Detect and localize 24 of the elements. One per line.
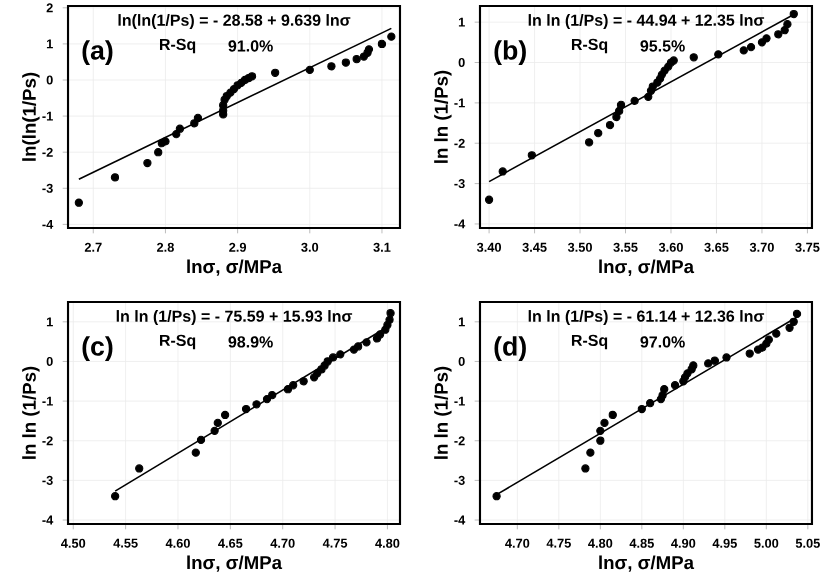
annotation: R-Sq: [571, 334, 608, 350]
annotation: 97.0%: [640, 336, 685, 348]
annotation: (a): [82, 40, 113, 66]
y-axis-title: ln ln (1/Ps): [434, 70, 452, 163]
annotation: ln(ln(1/Ps) = - 28.58 + 9.639 lnσ: [118, 14, 351, 29]
annotation: R-Sq: [159, 38, 196, 54]
annotation: R-Sq: [571, 38, 608, 54]
x-axis-title: lnσ, σ/MPa: [599, 555, 695, 572]
x-axis-title: lnσ, σ/MPa: [187, 555, 283, 572]
annotation: ln ln (1/Ps) = - 44.94 + 12.35 lnσ: [528, 14, 765, 29]
annotation: 91.0%: [228, 40, 273, 52]
annotation: ln ln (1/Ps) = - 75.59 + 15.93 lnσ: [116, 310, 353, 325]
y-axis-title: ln ln (1/Ps): [22, 366, 40, 459]
annotation: R-Sq: [160, 334, 196, 350]
annotation: (d): [494, 336, 526, 362]
annotation: 95.5%: [640, 40, 685, 52]
annotation: ln ln (1/Ps) = - 61.14 + 12.36 lnσ: [528, 310, 765, 325]
y-axis-title: ln(ln(1/Ps): [22, 72, 40, 161]
annotation: (b): [494, 40, 526, 66]
annotation: 98.9%: [228, 336, 273, 348]
x-axis-title: lnσ, σ/MPa: [599, 259, 695, 276]
y-axis-title: ln ln (1/Ps): [434, 366, 452, 459]
x-axis-title: lnσ, σ/MPa: [187, 259, 283, 276]
annotation: (c): [82, 336, 113, 362]
